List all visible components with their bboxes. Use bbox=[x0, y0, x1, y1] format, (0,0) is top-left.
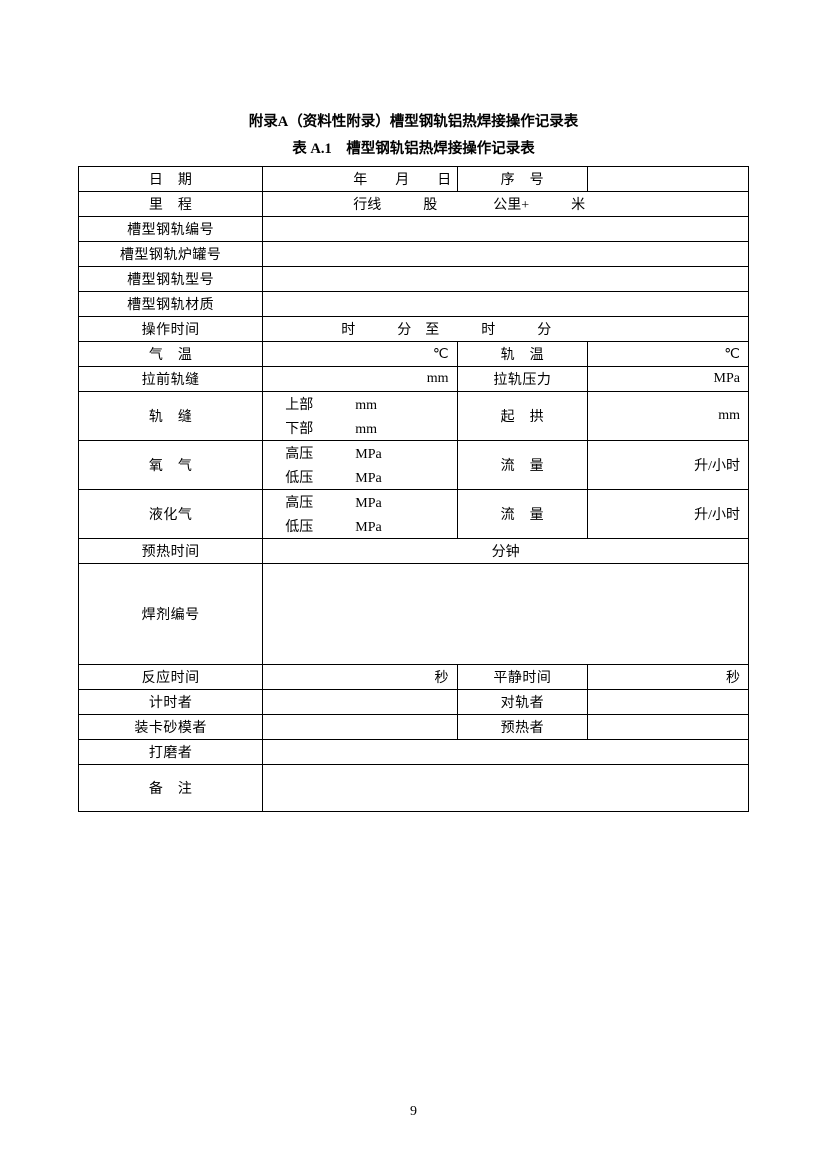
gap-label: 轨 缝 bbox=[79, 392, 263, 441]
table-row: 反应时间 秒 平静时间 秒 bbox=[79, 665, 749, 690]
oxygen-flow-unit: 升/小时 bbox=[588, 441, 749, 490]
mold-setter-label: 装卡砂模者 bbox=[79, 715, 263, 740]
table-row: 槽型钢轨编号 bbox=[79, 217, 749, 242]
mileage-label: 里 程 bbox=[79, 192, 263, 217]
arch-unit: mm bbox=[588, 392, 749, 441]
pre-gap-label: 拉前轨缝 bbox=[79, 367, 263, 392]
table-row: 打磨者 bbox=[79, 740, 749, 765]
arch-label: 起 拱 bbox=[457, 392, 588, 441]
rail-no-value-cell bbox=[263, 217, 749, 242]
mold-setter-value-cell bbox=[263, 715, 457, 740]
lpg-lp: 低压 MPa bbox=[263, 514, 457, 539]
pull-force-unit: MPa bbox=[588, 367, 749, 392]
date-label: 日 期 bbox=[79, 167, 263, 192]
seq-label: 序 号 bbox=[457, 167, 588, 192]
aligner-label: 对轨者 bbox=[457, 690, 588, 715]
rail-model-value-cell bbox=[263, 267, 749, 292]
op-time-value-cell: 时 分 至 时 分 bbox=[263, 317, 749, 342]
oxygen-hp: 高压 MPa bbox=[263, 441, 457, 466]
rail-model-label: 槽型钢轨型号 bbox=[79, 267, 263, 292]
remarks-label: 备 注 bbox=[79, 765, 263, 812]
lpg-label: 液化气 bbox=[79, 490, 263, 539]
date-value-cell: 年 月 日 bbox=[263, 167, 457, 192]
mileage-value-cell: 行线 股 公里+ 米 bbox=[263, 192, 749, 217]
oxygen-flow-label: 流 量 bbox=[457, 441, 588, 490]
gap-lower: 下部 mm bbox=[263, 416, 457, 441]
table-row: 槽型钢轨型号 bbox=[79, 267, 749, 292]
page-number: 9 bbox=[0, 1104, 827, 1120]
table-row: 备 注 bbox=[79, 765, 749, 812]
settle-time-label: 平静时间 bbox=[457, 665, 588, 690]
preheat-time-unit: 分钟 bbox=[263, 539, 749, 564]
table-row: 装卡砂模者 预热者 bbox=[79, 715, 749, 740]
oxygen-label: 氧 气 bbox=[79, 441, 263, 490]
preheater-value-cell bbox=[588, 715, 749, 740]
table-row: 气 温 ℃ 轨 温 ℃ bbox=[79, 342, 749, 367]
gap-upper: 上部 mm bbox=[263, 392, 457, 417]
furnace-no-value-cell bbox=[263, 242, 749, 267]
rail-no-label: 槽型钢轨编号 bbox=[79, 217, 263, 242]
air-temp-label: 气 温 bbox=[79, 342, 263, 367]
table-row: 槽型钢轨材质 bbox=[79, 292, 749, 317]
table-row: 轨 缝 上部 mm 起 拱 mm bbox=[79, 392, 749, 417]
aligner-value-cell bbox=[588, 690, 749, 715]
pull-force-label: 拉轨压力 bbox=[457, 367, 588, 392]
lpg-hp: 高压 MPa bbox=[263, 490, 457, 515]
rail-temp-unit: ℃ bbox=[588, 342, 749, 367]
table-row: 计时者 对轨者 bbox=[79, 690, 749, 715]
reaction-time-unit: 秒 bbox=[263, 665, 457, 690]
flux-no-label: 焊剂编号 bbox=[79, 564, 263, 665]
table-row: 焊剂编号 bbox=[79, 564, 749, 665]
preheater-label: 预热者 bbox=[457, 715, 588, 740]
pre-gap-unit: mm bbox=[263, 367, 457, 392]
reaction-time-label: 反应时间 bbox=[79, 665, 263, 690]
table-row: 拉前轨缝 mm 拉轨压力 MPa bbox=[79, 367, 749, 392]
table-row: 氧 气 高压 MPa 流 量 升/小时 bbox=[79, 441, 749, 466]
table-row: 液化气 高压 MPa 流 量 升/小时 bbox=[79, 490, 749, 515]
table-row: 里 程 行线 股 公里+ 米 bbox=[79, 192, 749, 217]
lpg-flow-label: 流 量 bbox=[457, 490, 588, 539]
air-temp-unit: ℃ bbox=[263, 342, 457, 367]
record-table: 日 期 年 月 日 序 号 里 程 行线 股 公里+ 米 槽型钢轨编号 槽型钢轨… bbox=[78, 166, 749, 812]
flux-no-value-cell bbox=[263, 564, 749, 665]
rail-temp-label: 轨 温 bbox=[457, 342, 588, 367]
rail-material-value-cell bbox=[263, 292, 749, 317]
grinder-value-cell bbox=[263, 740, 749, 765]
table-row: 预热时间 分钟 bbox=[79, 539, 749, 564]
settle-time-unit: 秒 bbox=[588, 665, 749, 690]
seq-value-cell bbox=[588, 167, 749, 192]
rail-material-label: 槽型钢轨材质 bbox=[79, 292, 263, 317]
grinder-label: 打磨者 bbox=[79, 740, 263, 765]
heading-title-1: 附录A（资料性附录）槽型钢轨铝热焊接操作记录表 bbox=[78, 110, 749, 131]
timer-label: 计时者 bbox=[79, 690, 263, 715]
table-row: 日 期 年 月 日 序 号 bbox=[79, 167, 749, 192]
table-row: 操作时间 时 分 至 时 分 bbox=[79, 317, 749, 342]
furnace-no-label: 槽型钢轨炉罐号 bbox=[79, 242, 263, 267]
remarks-value-cell bbox=[263, 765, 749, 812]
op-time-label: 操作时间 bbox=[79, 317, 263, 342]
timer-value-cell bbox=[263, 690, 457, 715]
oxygen-lp: 低压 MPa bbox=[263, 465, 457, 490]
preheat-time-label: 预热时间 bbox=[79, 539, 263, 564]
heading-title-2: 表 A.1 槽型钢轨铝热焊接操作记录表 bbox=[78, 137, 749, 158]
lpg-flow-unit: 升/小时 bbox=[588, 490, 749, 539]
table-row: 槽型钢轨炉罐号 bbox=[79, 242, 749, 267]
